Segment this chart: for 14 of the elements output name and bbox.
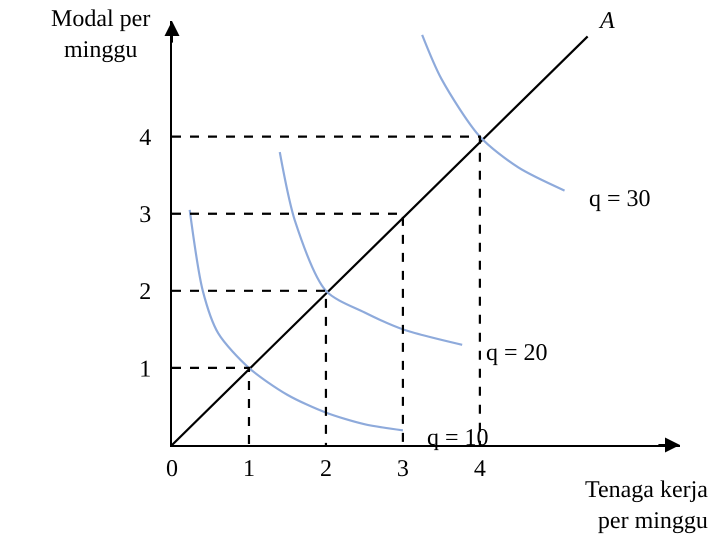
y-axis-title: Modal per minggu	[51, 6, 150, 64]
y-tick-label: 3	[139, 202, 152, 228]
series-label: q = 30	[589, 186, 651, 212]
x-tick-label: 1	[242, 456, 255, 482]
x-tick-label: 2	[320, 456, 332, 482]
y-tick-label: 2	[139, 279, 152, 306]
series-label: q = 20	[486, 340, 548, 366]
x-tick-label: 4	[474, 456, 486, 482]
series-label: A	[598, 8, 615, 34]
y-tick-label: 4	[139, 125, 152, 152]
x-tick-label: 0	[166, 456, 178, 482]
x-tick-label: 3	[396, 456, 409, 482]
y-tick-label: 1	[139, 356, 152, 382]
x-axis-title: Tenaga kerja per minggu	[585, 477, 708, 534]
